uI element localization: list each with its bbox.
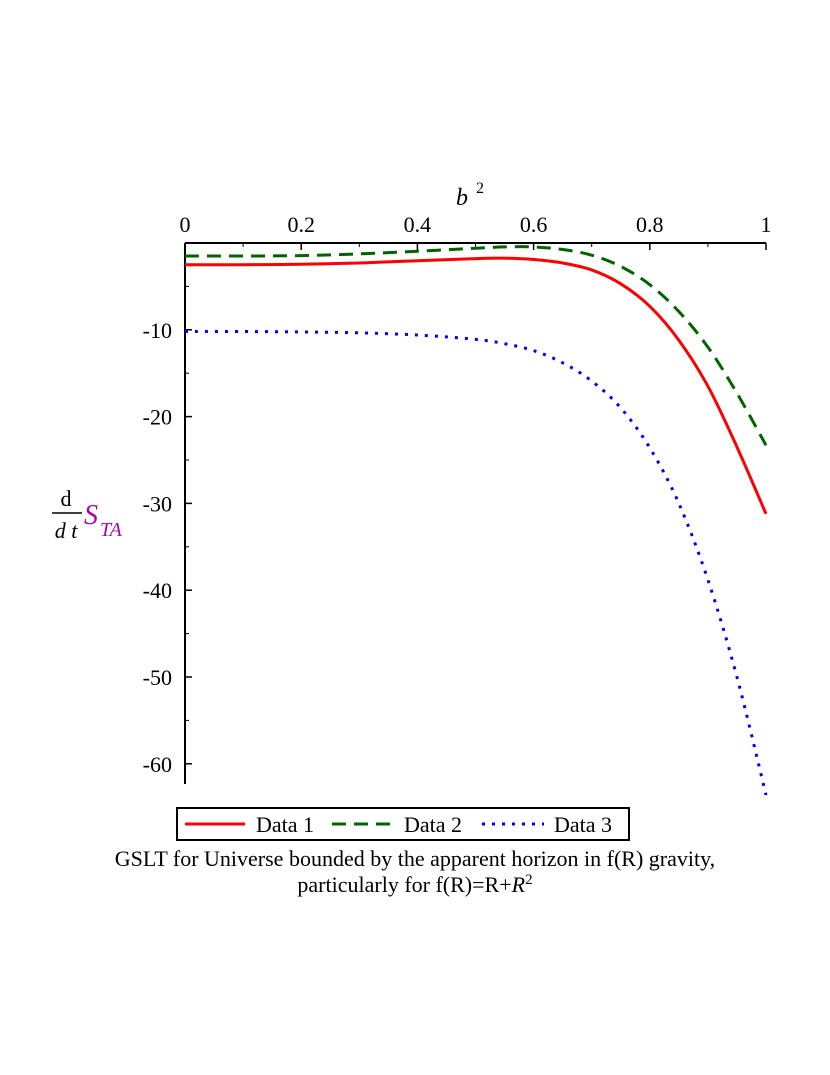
legend-label-data-3: Data 3 [554,812,612,837]
caption-variable: R [511,872,526,897]
legend-box [176,807,630,841]
x-tick-label: 0.8 [636,212,664,237]
x-axis-label-exponent: 2 [476,180,484,197]
x-tick-label: 0.4 [404,212,432,237]
y-label-subscript: TA [100,519,123,541]
x-ticks: 0 0.2 0.4 0.6 0.8 1 [180,212,772,250]
x-axis-label: b [456,185,468,211]
y-tick-label: -30 [143,491,172,516]
y-label-numerator: d [61,486,72,511]
x-tick-label: 0 [180,212,191,237]
series-line-data-3 [184,330,768,796]
x-tick-label: 1 [761,212,772,237]
y-tick-label: -50 [143,665,172,690]
series-line-data-1 [184,256,768,515]
y-label-denominator: d t [55,518,79,543]
caption-prefix: particularly for f(R)=R+ [297,872,512,897]
chart-caption-line-1: GSLT for Universe bounded by the apparen… [114,846,716,871]
y-tick-label: -60 [143,752,172,777]
series-layer [184,245,768,796]
series-line-data-2 [184,245,768,446]
y-label-symbol: S [84,500,98,531]
legend-label-data-1: Data 1 [256,812,314,837]
y-tick-label: -10 [143,318,172,343]
x-tick-label: 0.2 [287,212,315,237]
chart-caption-line-2: particularly for f(R)=R+R2 [0,872,830,898]
y-ticks: -10 -20 -30 -40 -50 -60 [143,285,192,777]
caption-exponent: 2 [525,872,533,888]
y-tick-label: -20 [143,405,172,430]
legend-label-data-2: Data 2 [404,812,462,837]
y-tick-label: -40 [143,578,172,603]
x-tick-label: 0.6 [520,212,548,237]
